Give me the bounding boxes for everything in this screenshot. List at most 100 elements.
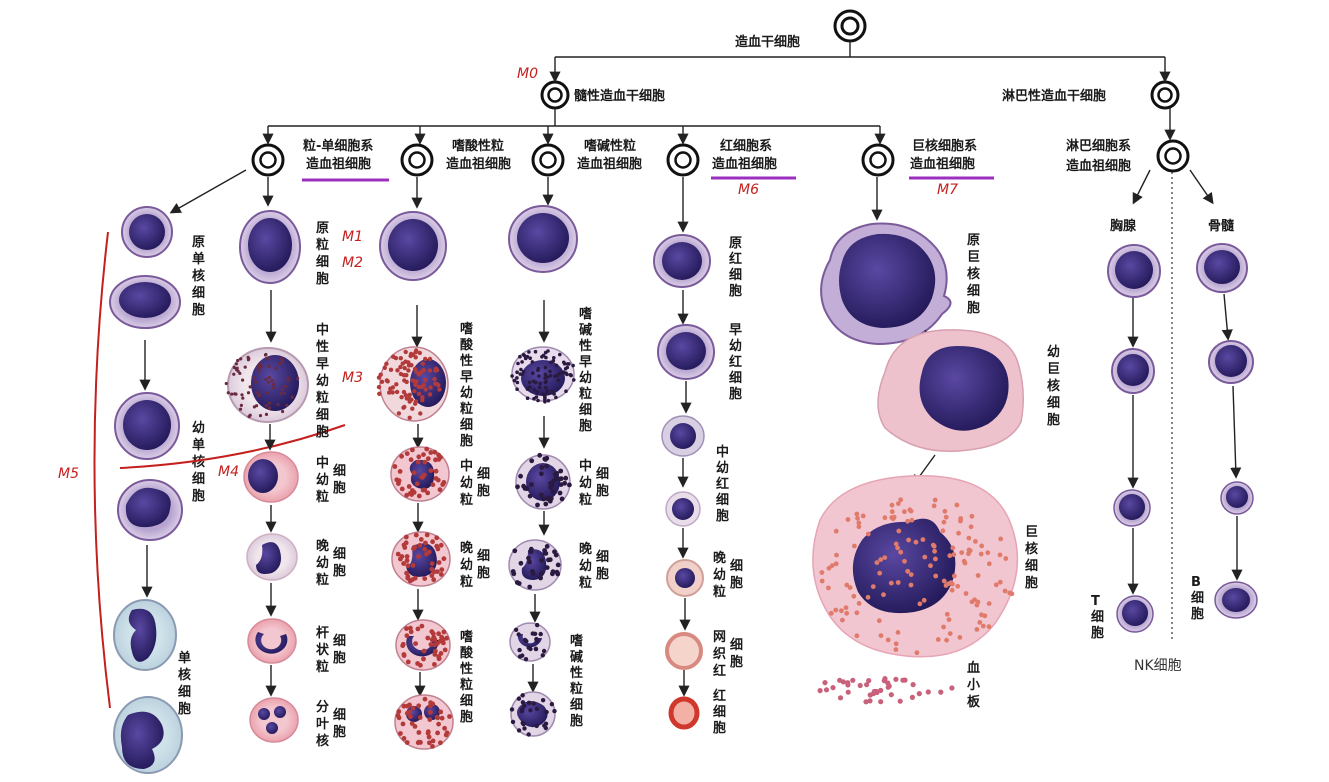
myeloblast-cell	[239, 210, 301, 284]
baso-progenitor-icon	[531, 143, 565, 177]
eos-promyelocyte-label: 嗜酸性早幼粒细胞	[459, 321, 474, 449]
lym-progenitor-line1: 淋巴细胞系	[1066, 138, 1131, 154]
b-lineage-cells	[1196, 243, 1258, 619]
mono-blast-cell-2	[109, 275, 181, 329]
m4-divider	[119, 424, 346, 469]
lym-progenitor-line2: 造血祖细胞	[1066, 158, 1131, 174]
ery-progenitor-line1: 红细胞系	[720, 138, 772, 154]
gm-progenitor-line1: 粒-单细胞系	[303, 138, 373, 154]
eos-myelocyte-label: 中幼粒细胞	[460, 458, 490, 508]
rbc-label: 红细胞	[712, 688, 726, 736]
mk-label: 巨核细胞	[1024, 525, 1038, 591]
pro-mk-label: 幼巨核细胞	[1046, 344, 1060, 428]
late-normo-label: 晚幼粒细胞	[713, 550, 743, 600]
baso-myelocyte-label: 中幼粒细胞	[579, 458, 609, 508]
mk-blast-label: 原巨核细胞	[966, 233, 980, 316]
arrow-lym-b	[1189, 169, 1214, 205]
baso-mature-cell	[509, 691, 557, 737]
platelets	[817, 676, 955, 705]
middle-normo-label: 中幼红细胞	[715, 444, 729, 524]
mk-progenitor-icon	[861, 143, 895, 177]
m6-annotation: M6	[738, 182, 759, 198]
mono-blast-cell	[121, 206, 173, 258]
eos-myelocyte-cell	[390, 446, 450, 502]
promyelocyte-cell	[224, 347, 309, 423]
metamyelocyte-label: 晚幼粒细胞	[316, 538, 346, 588]
band-label: 杆状粒细胞	[316, 625, 346, 675]
early-normoblast-cell	[657, 324, 715, 380]
arrow-b-2	[1230, 385, 1242, 479]
connector-lines	[262, 41, 1176, 145]
arrow-gm-to-mono	[169, 169, 247, 214]
promono-label: 幼单核细胞	[191, 420, 205, 504]
t-lineage-cells	[1107, 244, 1161, 633]
m4-annotation: M4	[218, 464, 239, 480]
myeloid-stem-label: 髓性造血干细胞	[574, 88, 665, 104]
m0-annotation: M0	[517, 66, 538, 82]
eos-mature-cell	[394, 694, 454, 750]
m7-annotation: M7	[937, 182, 958, 198]
pro-mk-cell	[877, 329, 1024, 453]
mk-progenitor-line2: 造血祖细胞	[910, 156, 975, 172]
root-stem-cell-icon	[833, 9, 867, 43]
gm-progenitor-line2: 造血祖细胞	[306, 156, 371, 172]
middle-normoblast-cell	[661, 415, 705, 457]
b-cell-label: B 细胞	[1190, 575, 1204, 622]
arrow-b-1	[1221, 293, 1233, 341]
metamyelocyte-cell	[246, 533, 298, 581]
baso-metamyelocyte-label: 晚幼粒细胞	[579, 541, 609, 591]
baso-promyelocyte-cell	[510, 346, 576, 404]
eos-metamyelocyte-label: 晚幼粒细胞	[460, 540, 490, 590]
arrow-lym-t	[1132, 169, 1151, 205]
promono-cell	[114, 392, 180, 460]
progenitor-rings	[251, 139, 1190, 177]
pronormo-label: 原红细胞	[728, 236, 742, 299]
baso-metamyelocyte-cell	[508, 539, 562, 591]
mk-blast-cell	[820, 222, 952, 346]
myelocyte-cell	[243, 451, 299, 503]
pronormoblast-cell	[653, 234, 711, 288]
reticulocyte-label: 网织红细胞	[713, 630, 743, 679]
gm-progenitor-icon	[251, 143, 285, 177]
eos-metamyelocyte-cell	[391, 531, 451, 587]
eos-progenitor-icon	[400, 143, 434, 177]
eos-progenitor-line2: 造血祖细胞	[446, 156, 511, 172]
lymphoid-stem-label: 淋巴性造血干细胞	[1002, 88, 1106, 104]
band-cell	[247, 618, 297, 664]
baso-progenitor-line2: 造血祖细胞	[577, 156, 642, 172]
mono-blast-label: 原单核细胞	[191, 235, 205, 318]
m3-annotation: M3	[342, 370, 363, 386]
eos-progenitor-line1: 嗜酸性粒	[452, 138, 504, 154]
baso-blast-cell	[508, 205, 578, 273]
eos-promyelocyte-cell	[376, 346, 449, 422]
thymus-label: 胸腺	[1110, 218, 1137, 234]
promono-cell-2	[117, 479, 183, 541]
ery-progenitor-icon	[666, 143, 700, 177]
m1-annotation: M1	[342, 229, 363, 245]
reticulocyte-cell	[665, 632, 703, 670]
ery-progenitor-line2: 造血祖细胞	[712, 156, 777, 172]
monocyte-cell	[113, 599, 177, 671]
lymphoid-stem-cell-icon	[1150, 80, 1180, 110]
monocyte-label: 单核细胞	[177, 650, 191, 717]
promyelocyte-label: 中性早幼粒细胞	[315, 322, 329, 440]
rbc-cell	[668, 696, 700, 730]
baso-band-cell	[509, 622, 551, 662]
baso-promyelocyte-label: 嗜碱性早幼粒细胞	[578, 306, 592, 434]
myelocyte-label: 中幼粒细胞	[316, 455, 346, 505]
myeloid-stem-cell-icon	[540, 80, 570, 110]
baso-progenitor-line1: 嗜碱性粒	[584, 138, 636, 154]
mk-progenitor-line1: 巨核细胞系	[912, 138, 977, 154]
mk-cell	[812, 474, 1019, 658]
baso-mature-label: 嗜碱性粒细胞	[569, 633, 583, 729]
segmented-label: 分叶核细胞	[316, 699, 346, 749]
m2-annotation: M2	[342, 255, 363, 271]
late-normoblast-cell	[666, 559, 704, 597]
eos-blast-cell	[379, 211, 447, 281]
m5-annotation: M5	[58, 466, 79, 482]
monocyte-cell-2	[113, 696, 183, 774]
segmented-cell	[249, 697, 299, 743]
eos-band-cell	[395, 619, 451, 671]
baso-myelocyte-cell	[515, 452, 572, 510]
